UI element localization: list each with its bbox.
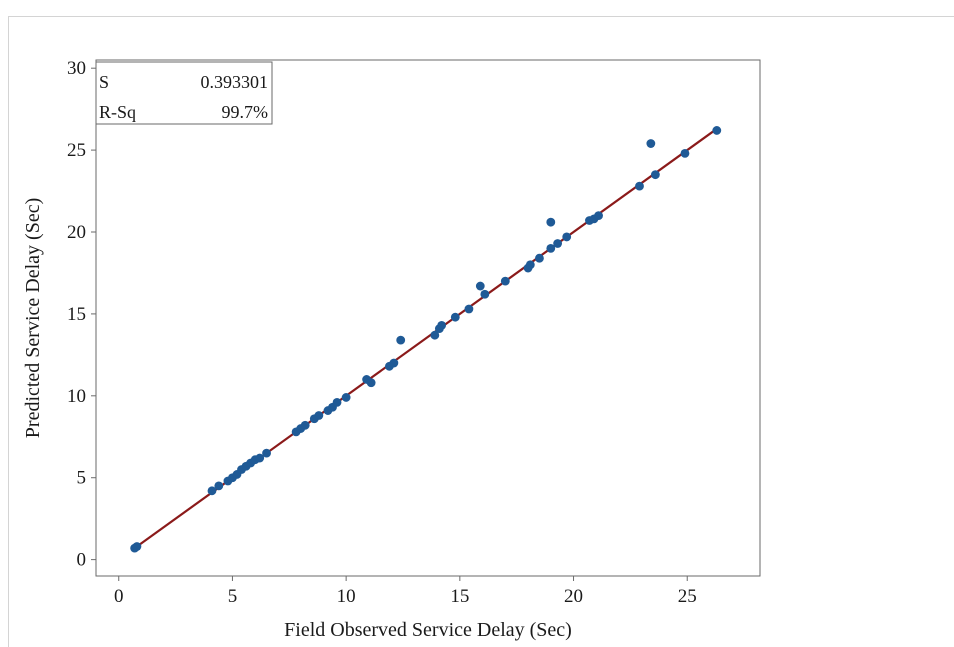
data-point <box>680 148 690 158</box>
data-point <box>437 320 447 330</box>
data-point <box>430 330 440 340</box>
data-point <box>396 335 406 345</box>
data-point <box>546 243 556 253</box>
data-point <box>553 239 563 248</box>
stats-box: S 0.393301 R-Sq 99.7% <box>95 61 273 125</box>
axes: 0 5 10 15 20 25 0 5 10 15 20 25 30 <box>67 58 697 607</box>
stat-s-value: 0.393301 <box>201 72 269 92</box>
y-tick-label: 10 <box>67 386 86 407</box>
data-point <box>464 304 474 314</box>
y-tick-label: 25 <box>67 140 86 161</box>
data-point <box>650 170 660 180</box>
data-point <box>475 281 485 291</box>
x-tick-label: 0 <box>114 586 124 607</box>
y-axis-title: Predicted Service Delay (Sec) <box>22 198 44 438</box>
data-point <box>255 453 265 463</box>
y-tick-label: 30 <box>67 58 86 79</box>
points-layer <box>130 126 722 553</box>
data-point <box>525 260 535 270</box>
data-point <box>132 542 142 551</box>
data-point <box>646 139 656 148</box>
x-tick-label: 25 <box>678 586 697 607</box>
data-point <box>712 126 722 135</box>
y-tick-label: 5 <box>77 468 87 489</box>
data-point <box>332 397 342 407</box>
data-point <box>214 481 224 491</box>
figure-frame <box>8 16 954 647</box>
y-tick-label: 20 <box>67 222 86 243</box>
data-point <box>500 276 510 286</box>
x-tick-label: 20 <box>564 586 583 607</box>
data-point <box>341 393 351 402</box>
x-tick-label: 5 <box>228 586 238 607</box>
data-point <box>480 289 490 299</box>
data-point <box>635 181 644 191</box>
data-point <box>207 486 217 496</box>
data-point <box>450 312 460 322</box>
data-point <box>562 232 572 242</box>
data-point <box>546 217 556 227</box>
data-point <box>389 358 399 368</box>
stats-box-border <box>95 61 273 125</box>
plot-area <box>95 59 761 577</box>
stat-rsq-label: R-Sq <box>99 102 136 122</box>
data-point <box>366 378 376 388</box>
data-point <box>535 253 544 263</box>
data-point <box>594 211 603 221</box>
x-tick-label: 10 <box>337 586 356 607</box>
y-tick-label: 15 <box>67 304 86 325</box>
stat-s-label: S <box>99 72 109 92</box>
stat-rsq-value: 99.7% <box>222 102 269 122</box>
data-point <box>262 448 271 458</box>
data-point <box>314 411 324 420</box>
data-point <box>300 420 310 430</box>
x-axis-title: Field Observed Service Delay (Sec) <box>284 619 572 641</box>
y-tick-label: 0 <box>77 550 87 571</box>
x-tick-label: 15 <box>450 586 469 607</box>
